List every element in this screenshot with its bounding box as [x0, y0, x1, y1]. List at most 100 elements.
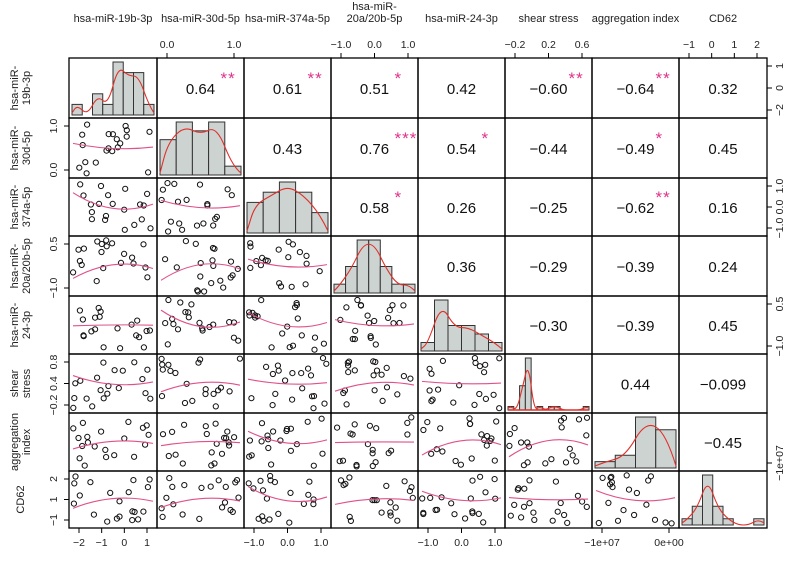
scatter-point — [400, 373, 407, 380]
tick-label: 0.4 — [48, 376, 60, 391]
scatter-point — [169, 428, 176, 435]
scatter-point — [282, 377, 289, 384]
scatter-point — [276, 280, 283, 287]
histogram-bar — [635, 416, 657, 469]
scatter-point — [159, 513, 166, 521]
scatter-point — [111, 452, 118, 459]
scatter-point — [220, 284, 227, 291]
scatter-point — [288, 283, 295, 290]
scatter-point — [116, 498, 123, 505]
correlation-value: −0.64 — [617, 81, 655, 98]
scatter-panel — [70, 359, 154, 411]
scatter-point — [84, 433, 91, 440]
scatter-point — [643, 501, 650, 508]
scatter-point — [387, 512, 394, 519]
correlation-value: −0.29 — [530, 259, 568, 276]
correlation-value: 0.26 — [447, 200, 476, 217]
scatter-point — [279, 330, 286, 337]
scatter-point — [172, 451, 179, 458]
scatter-point — [109, 131, 117, 138]
scatter-panel — [334, 358, 415, 408]
scatter-point — [140, 344, 147, 351]
scatter-point — [267, 477, 274, 484]
scatter-point — [104, 518, 111, 525]
scatter-point — [573, 458, 580, 465]
scatter-point — [531, 516, 538, 524]
scatter-panel — [595, 472, 676, 527]
scatter-point — [247, 264, 254, 271]
smooth-line — [72, 192, 154, 210]
histogram-bar — [691, 505, 703, 526]
scatter-point — [466, 415, 473, 422]
scatter-point — [305, 491, 312, 498]
scatter-point — [293, 300, 300, 307]
smooth-line — [508, 496, 589, 501]
scatter-point — [80, 192, 87, 199]
scatter-point — [176, 220, 183, 227]
scatter-panel — [70, 473, 154, 525]
tick-label: 1.0 — [314, 537, 329, 549]
scatter-point — [102, 212, 110, 220]
scatter-point — [71, 480, 78, 487]
scatter-point — [520, 503, 528, 510]
scatter-point — [125, 418, 132, 425]
scatter-point — [285, 254, 292, 261]
scatter-point — [171, 180, 178, 187]
scatter-point — [172, 369, 179, 377]
histogram-bar — [461, 325, 476, 352]
scatter-point — [189, 397, 196, 404]
scatter-point — [310, 462, 317, 469]
tick-label: 1.0 — [48, 119, 60, 134]
scatter-point — [158, 393, 166, 400]
scatter-point — [304, 418, 311, 425]
scatter-point — [506, 442, 513, 449]
scatter-point — [72, 380, 79, 387]
scatter-point — [367, 333, 374, 340]
scatter-point — [511, 501, 518, 508]
tick-label: 1 — [731, 39, 737, 51]
tick-label: −2 — [73, 537, 85, 549]
scatter-point — [480, 519, 487, 526]
scatter-point — [188, 301, 195, 308]
scatter-point — [451, 511, 458, 518]
scatter-point — [419, 495, 426, 502]
scatter-point — [319, 450, 326, 457]
scatter-point — [378, 509, 385, 516]
histogram-bar — [102, 103, 114, 116]
column-label: hsa-miR-30d-5p — [161, 13, 240, 25]
significance-stars: ** — [221, 69, 236, 88]
scatter-point — [234, 265, 241, 272]
scatter-point — [289, 342, 297, 349]
scatter-point — [378, 371, 385, 378]
scatter-point — [139, 424, 146, 431]
scatter-point — [165, 296, 172, 304]
correlation-value: −0.099 — [700, 377, 746, 394]
scatter-point — [181, 399, 189, 407]
scatter-point — [103, 237, 110, 244]
histogram-bar — [311, 212, 329, 234]
scatter-point — [439, 448, 446, 455]
scatter-point — [435, 386, 442, 393]
scatter-point — [196, 319, 203, 326]
scatter-point — [285, 238, 292, 245]
scatter-point — [475, 510, 482, 518]
scatter-point — [303, 260, 310, 267]
scatter-point — [351, 336, 358, 343]
scatter-point — [202, 423, 209, 430]
density-curve — [594, 424, 677, 467]
scatter-point — [134, 317, 141, 324]
scatter-point — [117, 259, 125, 266]
scatter-point — [194, 288, 201, 295]
scatter-point — [103, 243, 110, 250]
tick-label: 1 — [774, 63, 786, 69]
scatter-point — [226, 388, 233, 395]
scatter-point — [145, 169, 152, 176]
scatter-point — [298, 332, 305, 339]
scatter-point — [287, 489, 294, 496]
scatter-point — [308, 393, 316, 400]
tick-label: 0.0 — [774, 200, 786, 215]
scatter-point — [269, 370, 276, 378]
scatter-point — [452, 457, 459, 465]
row-label: aggregation — [9, 413, 21, 471]
scatter-point — [428, 398, 435, 405]
